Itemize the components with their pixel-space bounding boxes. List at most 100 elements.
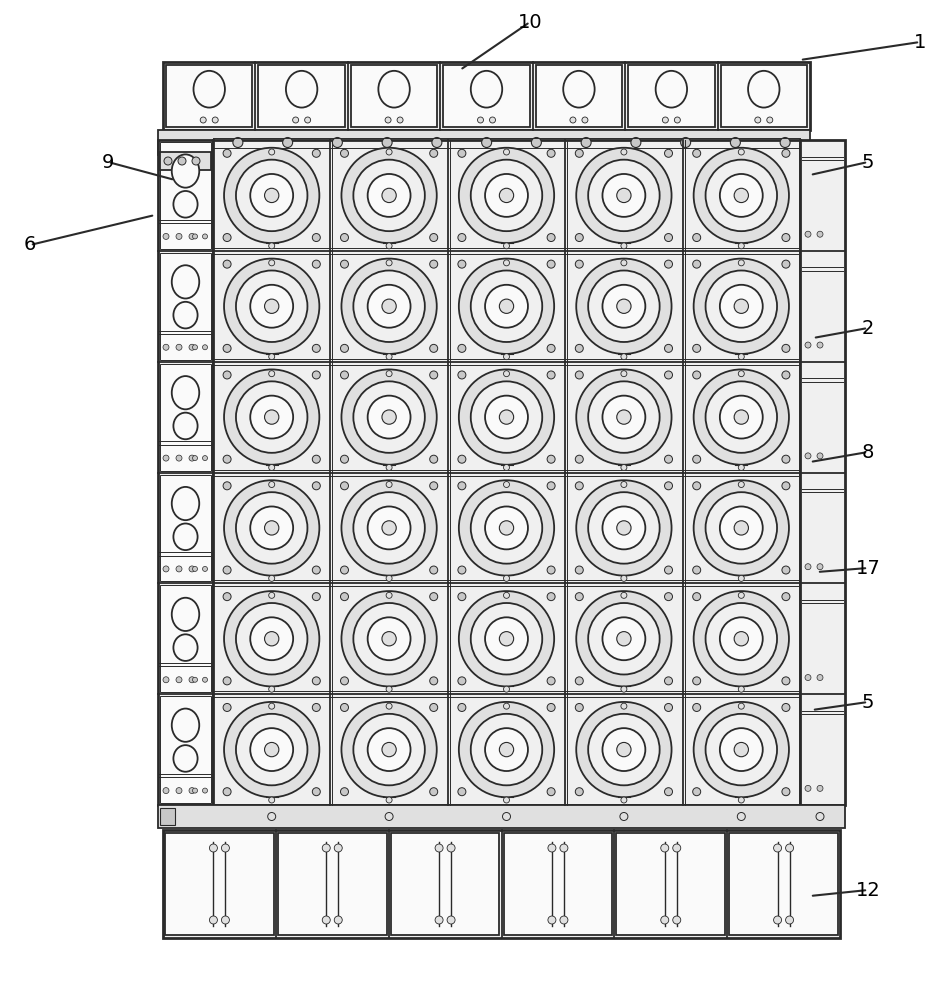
Circle shape	[432, 137, 442, 147]
Circle shape	[457, 593, 466, 601]
Circle shape	[236, 271, 307, 342]
Ellipse shape	[173, 191, 198, 218]
Circle shape	[738, 243, 745, 249]
Circle shape	[340, 149, 348, 157]
Circle shape	[548, 844, 556, 852]
Circle shape	[334, 844, 342, 852]
Circle shape	[203, 456, 207, 461]
Circle shape	[312, 149, 320, 157]
Text: 17: 17	[856, 558, 881, 578]
Circle shape	[386, 482, 392, 488]
Circle shape	[264, 742, 279, 757]
Circle shape	[430, 455, 437, 463]
Circle shape	[782, 371, 790, 379]
Circle shape	[192, 788, 198, 793]
Circle shape	[264, 410, 279, 424]
Circle shape	[250, 728, 293, 771]
Circle shape	[382, 521, 397, 535]
Circle shape	[386, 703, 392, 709]
Circle shape	[532, 137, 541, 147]
Bar	[166, 65, 252, 127]
Bar	[351, 65, 437, 127]
Circle shape	[575, 234, 583, 242]
Circle shape	[805, 785, 811, 791]
Circle shape	[269, 149, 275, 155]
Circle shape	[575, 703, 583, 711]
Circle shape	[665, 371, 672, 379]
Circle shape	[264, 188, 279, 203]
Circle shape	[269, 797, 275, 803]
Circle shape	[223, 344, 231, 352]
Ellipse shape	[173, 745, 198, 772]
Circle shape	[340, 482, 348, 490]
Circle shape	[386, 575, 392, 581]
Text: 6: 6	[24, 235, 36, 254]
Bar	[503, 833, 612, 935]
Circle shape	[269, 482, 275, 488]
Circle shape	[617, 299, 631, 313]
Circle shape	[223, 149, 231, 157]
Circle shape	[386, 464, 392, 471]
Circle shape	[602, 506, 646, 549]
Circle shape	[368, 617, 411, 660]
Circle shape	[588, 603, 660, 674]
Circle shape	[503, 703, 510, 709]
Circle shape	[786, 916, 793, 924]
Circle shape	[738, 354, 745, 360]
Circle shape	[734, 521, 748, 535]
Circle shape	[499, 742, 514, 757]
Circle shape	[738, 592, 745, 598]
Circle shape	[209, 844, 218, 852]
Circle shape	[547, 455, 555, 463]
Circle shape	[269, 686, 275, 692]
Circle shape	[617, 410, 631, 424]
Circle shape	[457, 371, 466, 379]
Circle shape	[773, 844, 782, 852]
Circle shape	[730, 137, 741, 147]
Circle shape	[233, 137, 243, 147]
Circle shape	[269, 703, 275, 709]
Circle shape	[192, 456, 198, 461]
Circle shape	[382, 742, 397, 757]
Circle shape	[706, 160, 777, 231]
Circle shape	[575, 455, 583, 463]
Circle shape	[665, 677, 672, 685]
Circle shape	[665, 234, 672, 242]
Bar	[616, 833, 726, 935]
Circle shape	[674, 117, 680, 123]
Circle shape	[693, 369, 789, 465]
Circle shape	[817, 675, 823, 681]
Ellipse shape	[286, 71, 318, 108]
Circle shape	[734, 742, 748, 757]
Circle shape	[386, 149, 392, 155]
Circle shape	[236, 714, 307, 785]
Circle shape	[312, 566, 320, 574]
Circle shape	[203, 677, 207, 682]
Circle shape	[588, 492, 660, 564]
Circle shape	[621, 354, 627, 360]
Circle shape	[617, 188, 631, 203]
Circle shape	[672, 844, 681, 852]
Circle shape	[192, 566, 198, 571]
Circle shape	[267, 812, 276, 820]
Circle shape	[720, 728, 763, 771]
Circle shape	[693, 591, 789, 686]
Circle shape	[354, 714, 425, 785]
Circle shape	[340, 703, 348, 711]
Bar	[158, 130, 810, 155]
Circle shape	[499, 299, 514, 313]
Circle shape	[782, 482, 790, 490]
Ellipse shape	[655, 71, 687, 108]
Circle shape	[665, 482, 672, 490]
Circle shape	[293, 117, 299, 123]
Circle shape	[503, 260, 510, 266]
Circle shape	[602, 728, 646, 771]
Circle shape	[548, 916, 556, 924]
Circle shape	[570, 117, 576, 123]
Circle shape	[224, 369, 320, 465]
Bar	[160, 253, 211, 360]
Circle shape	[223, 593, 231, 601]
Circle shape	[203, 345, 207, 350]
Circle shape	[312, 371, 320, 379]
Circle shape	[617, 521, 631, 535]
